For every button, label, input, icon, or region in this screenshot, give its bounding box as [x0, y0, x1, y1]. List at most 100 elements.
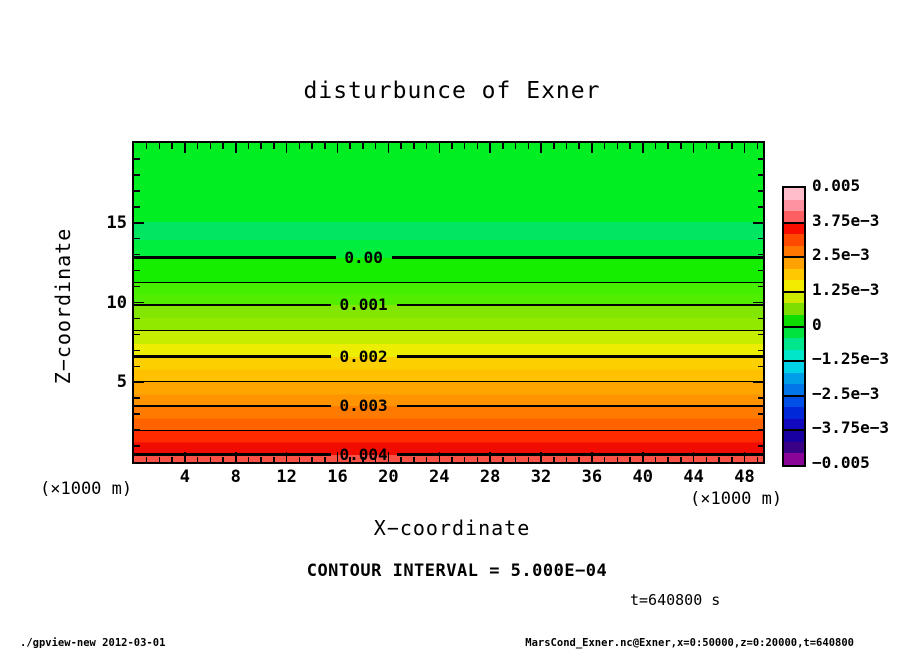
axis-tick — [616, 143, 619, 149]
x-tick-label: 36 — [581, 467, 603, 487]
axis-tick — [134, 269, 140, 272]
axis-tick — [718, 143, 720, 149]
axis-tick — [489, 143, 491, 153]
axis-tick — [134, 190, 140, 192]
colorbar-tick-label: −2.5e−3 — [812, 383, 880, 403]
contour-line — [134, 304, 331, 307]
x-axis-unit: (×1000 m) — [690, 489, 783, 509]
x-tick-label: 4 — [179, 467, 190, 487]
x-tick-label: 48 — [734, 467, 755, 487]
contour-label: 0.003 — [339, 396, 388, 416]
axis-tick — [285, 452, 288, 462]
axis-tick — [362, 456, 364, 462]
axis-tick — [324, 143, 326, 149]
axis-tick — [400, 143, 402, 149]
x-tick-label: 28 — [479, 467, 501, 487]
axis-tick — [134, 174, 140, 176]
axis-tick — [184, 143, 186, 153]
contour-line — [396, 405, 763, 408]
contour-fill-band — [134, 305, 763, 332]
axis-tick — [629, 456, 631, 462]
axis-tick — [273, 456, 275, 462]
axis-tick — [476, 143, 479, 149]
contour-fill-band — [134, 430, 763, 455]
axis-tick — [753, 222, 763, 224]
contour-line — [134, 429, 763, 432]
contour-label: 0.001 — [339, 295, 388, 315]
colorbar-divider — [784, 290, 804, 293]
axis-tick — [247, 456, 250, 462]
axis-tick — [578, 456, 580, 462]
axis-tick — [134, 285, 140, 288]
colorbar-tick-label: 2.5e−3 — [812, 245, 870, 265]
axis-tick — [235, 452, 237, 462]
axis-tick — [413, 143, 415, 149]
axis-tick — [196, 456, 199, 462]
axis-tick — [451, 143, 453, 149]
axis-tick — [540, 143, 542, 153]
y-tick-label: 10 — [106, 292, 127, 313]
axis-tick — [757, 174, 763, 176]
contour-fill-band — [134, 381, 763, 407]
axis-tick — [425, 456, 428, 462]
axis-tick — [451, 456, 453, 462]
axis-tick — [285, 143, 288, 153]
axis-tick — [756, 143, 759, 149]
contour-line — [134, 329, 763, 332]
axis-tick — [438, 452, 441, 462]
x-tick-label: 12 — [276, 467, 297, 487]
axis-tick — [757, 253, 763, 256]
axis-tick — [757, 397, 763, 399]
axis-tick — [692, 143, 695, 153]
axis-tick — [413, 456, 415, 462]
axis-tick — [134, 253, 140, 256]
x-tick-label: 32 — [530, 467, 552, 487]
axis-tick — [757, 429, 763, 431]
axis-tick — [134, 413, 140, 415]
axis-tick — [743, 452, 746, 462]
axis-tick — [134, 206, 140, 208]
axis-tick — [692, 452, 695, 462]
axis-tick — [425, 143, 428, 149]
colorbar-tick-label: −0.005 — [812, 453, 870, 472]
axis-tick — [235, 143, 237, 153]
colorbar-divider — [784, 256, 804, 259]
axis-tick — [260, 143, 262, 149]
x-tick-label: 16 — [327, 467, 348, 487]
axis-tick — [349, 456, 351, 462]
axis-tick — [134, 381, 144, 383]
axis-tick — [565, 143, 568, 149]
colorbar-divider — [784, 360, 804, 363]
axis-tick — [158, 456, 161, 462]
axis-tick — [757, 365, 763, 368]
time-annotation: t=640800 s — [630, 591, 721, 609]
axis-tick — [705, 143, 708, 149]
colorbar-tick-label: −1.25e−3 — [812, 349, 890, 369]
axis-tick — [578, 143, 580, 149]
axis-tick — [324, 456, 326, 462]
axis-tick — [158, 143, 161, 149]
contour-fill-band — [134, 406, 763, 431]
axis-tick — [171, 143, 173, 149]
contour-interval-note: CONTOUR INTERVAL = 5.000E−04 — [306, 561, 608, 581]
contour-line — [396, 304, 763, 307]
axis-tick — [629, 143, 631, 149]
axis-tick — [134, 301, 144, 304]
axis-tick — [134, 222, 144, 224]
axis-tick — [247, 143, 250, 149]
axis-tick — [184, 452, 186, 462]
contour-line — [134, 380, 763, 383]
colorbar-divider — [784, 394, 804, 397]
axis-tick — [489, 452, 491, 462]
axis-tick — [502, 456, 504, 462]
axis-tick — [438, 143, 441, 153]
axis-tick — [565, 456, 568, 462]
axis-tick — [400, 456, 402, 462]
axis-tick — [387, 143, 390, 153]
colorbar-divider — [784, 221, 804, 224]
contour-line — [396, 453, 763, 456]
contour-line — [391, 256, 763, 260]
colorbar-divider — [784, 325, 804, 328]
y-axis-unit: (×1000 m) — [40, 479, 133, 499]
